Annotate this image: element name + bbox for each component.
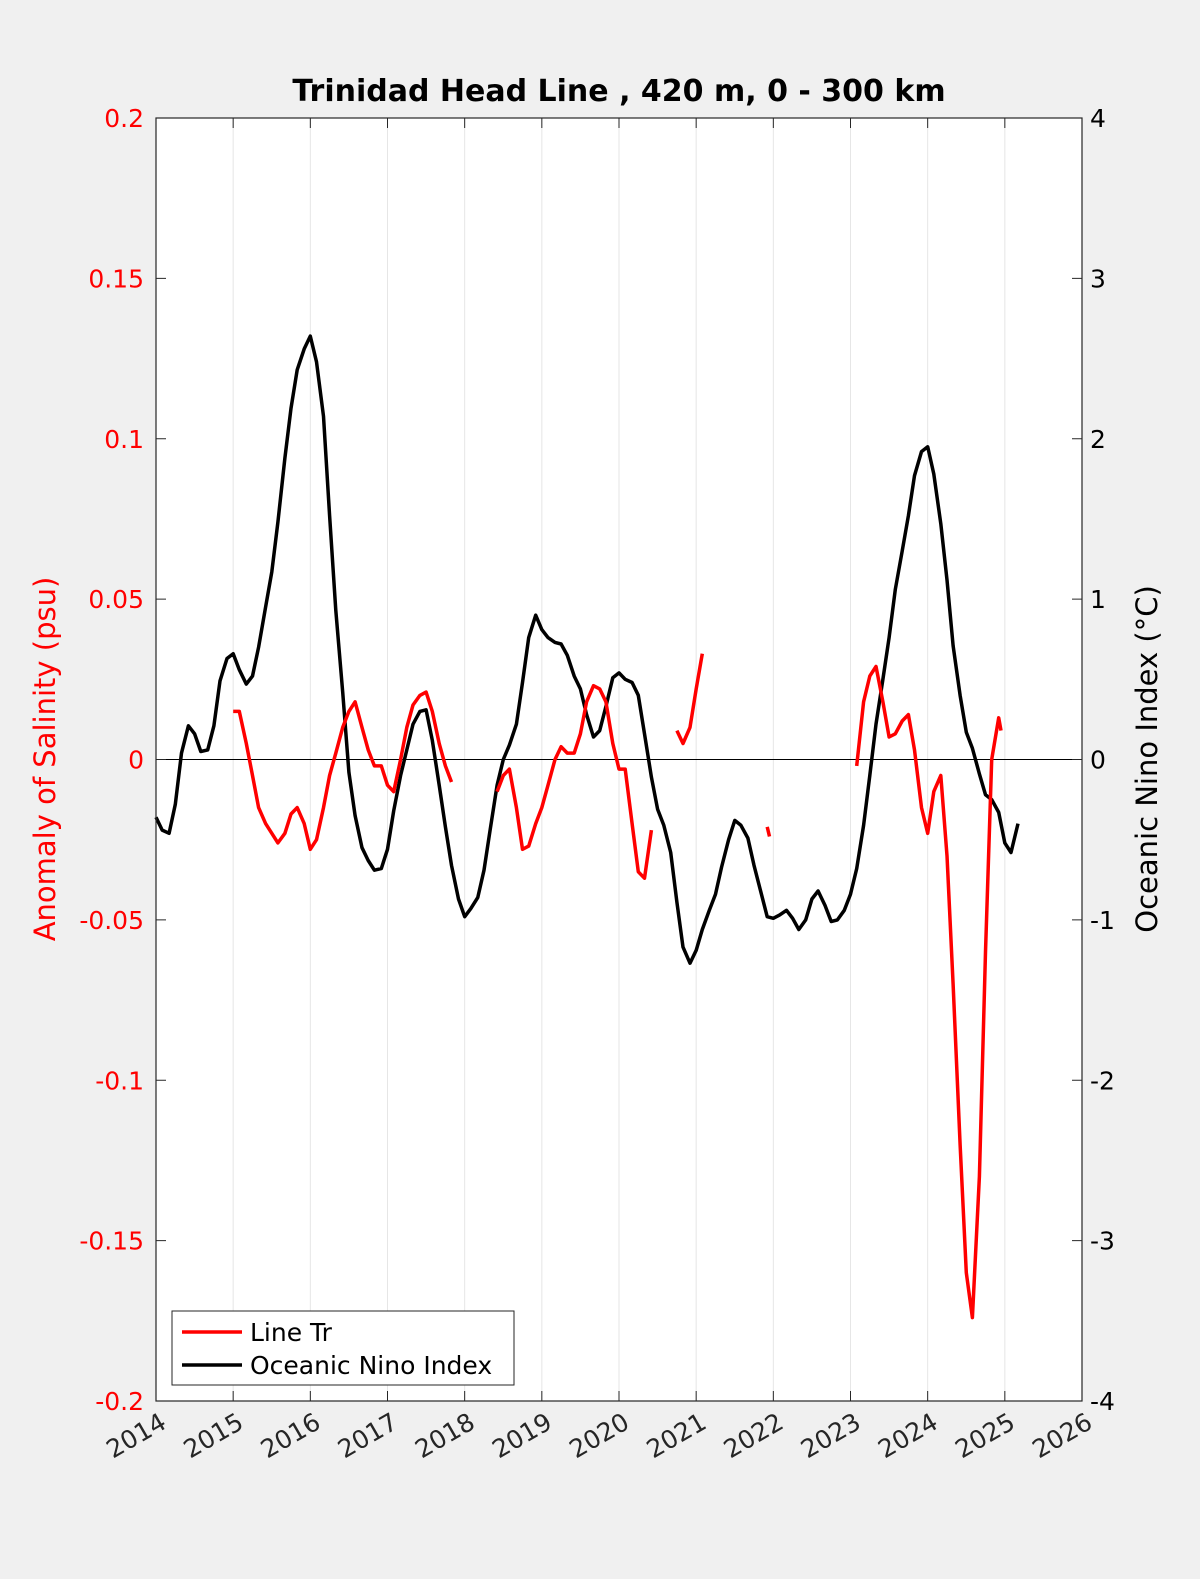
x-tick-label: 2018 [410,1407,480,1464]
left-tick-label: 0 [128,746,144,775]
left-axis-label: Anomaly of Salinity (psu) [28,577,62,942]
x-tick-label: 2023 [796,1407,866,1464]
right-tick-label: 3 [1090,264,1106,293]
legend-label-oni: Oceanic Nino Index [250,1351,492,1380]
x-tick-label: 2021 [642,1407,712,1464]
series-line-line-tr [495,683,654,880]
x-tick-label: 2017 [333,1407,403,1464]
chart-title: Trinidad Head Line , 420 m, 0 - 300 km [292,74,945,109]
right-tick-label: -1 [1090,906,1115,935]
right-tick-label: -4 [1090,1387,1115,1416]
x-tick-label: 2025 [950,1407,1020,1464]
right-tick-label: -3 [1090,1227,1115,1256]
x-tick-label: 2024 [873,1407,943,1464]
series-layer [154,334,1020,1320]
left-tick-label: -0.1 [95,1066,144,1095]
series-line-line-tr [765,826,772,837]
right-tick-label: -2 [1090,1066,1115,1095]
right-axis-label: Oceanic Nino Index (°C) [1130,585,1164,933]
x-tick-label: 2019 [487,1407,557,1464]
right-tick-label: 1 [1090,585,1106,614]
right-tick-label: 4 [1090,104,1106,133]
left-tick-label: 0.15 [88,264,144,293]
legend: Line Tr Oceanic Nino Index [171,1310,515,1386]
left-tick-label: 0.1 [104,425,144,454]
series-line-oni [154,334,1020,965]
right-tick-label: 2 [1090,425,1106,454]
x-tick-label: 2016 [256,1407,326,1464]
left-tick-label: -0.05 [79,906,144,935]
right-tick-label: 0 [1090,746,1106,775]
left-tick-label: -0.2 [95,1387,144,1416]
x-tick-label: 2020 [564,1407,634,1464]
left-tick-label: 0.2 [104,104,144,133]
x-tick-label: 2022 [719,1407,789,1464]
left-tick-label: 0.05 [88,585,144,614]
left-tick-label: -0.15 [79,1227,144,1256]
legend-box [171,1310,515,1386]
series-line-line-tr [854,664,1003,1320]
x-tick-label: 2026 [1027,1407,1097,1464]
series-line-line-tr [675,653,705,746]
x-tick-label: 2015 [179,1407,249,1464]
series-line-line-tr [233,690,454,852]
legend-label-line-tr: Line Tr [250,1318,333,1347]
